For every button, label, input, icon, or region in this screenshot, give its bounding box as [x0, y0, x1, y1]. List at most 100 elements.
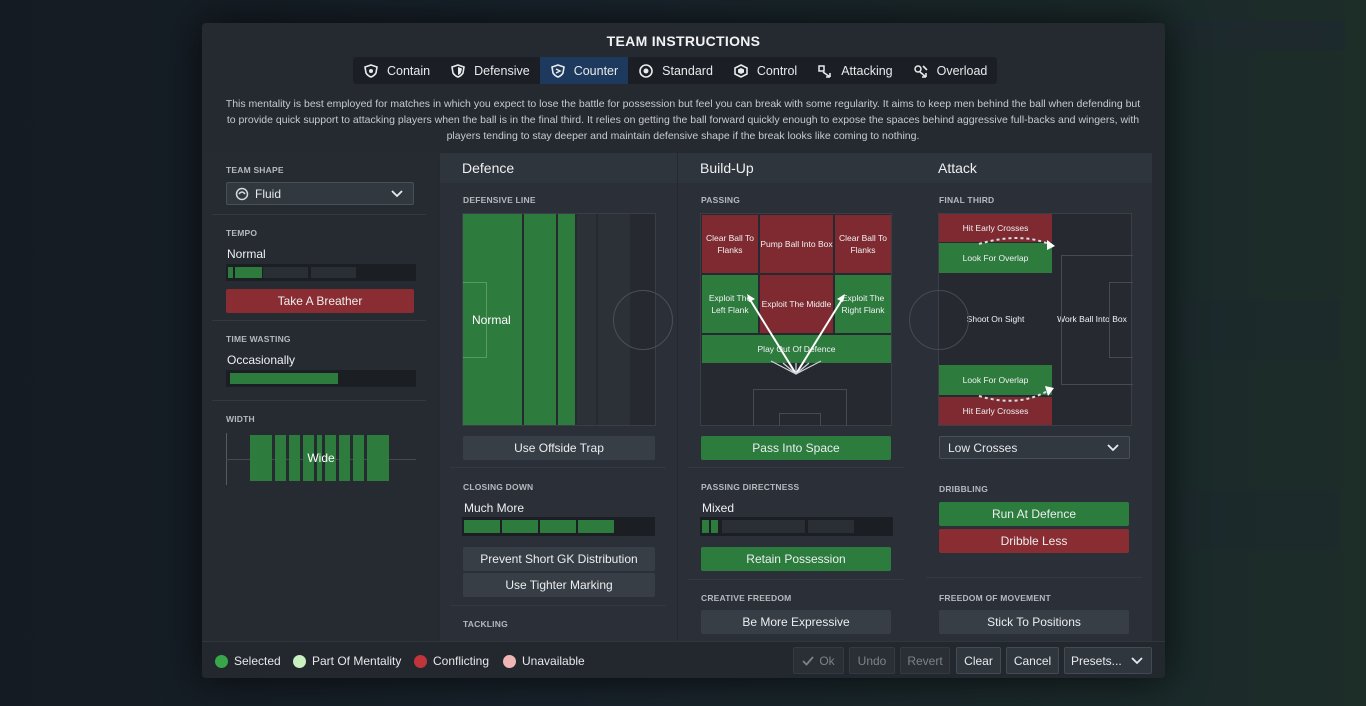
dribbling-label: DRIBBLING: [939, 484, 989, 494]
part-of-mentality-dot-icon: [293, 654, 306, 668]
control-icon: [734, 63, 748, 78]
tab-label: Contain: [387, 63, 431, 78]
instructions-columns: TEAM SHAPE Fluid TEMPO Normal Take A Bre…: [202, 153, 1152, 641]
closing-down-label: CLOSING DOWN: [463, 482, 534, 492]
time-wasting-label: TIME WASTING: [226, 334, 291, 344]
overlap-arrows: [978, 237, 1055, 402]
dialog-title: TEAM INSTRUCTIONS: [606, 33, 761, 49]
defence-column: Defence DEFENSIVE LINE Normal Use Offsid…: [440, 153, 677, 641]
revert-button[interactable]: Revert: [900, 647, 950, 674]
tab-counter[interactable]: Counter: [539, 57, 629, 84]
use-tighter-marking-button[interactable]: Use Tighter Marking: [463, 573, 655, 597]
tab-overload[interactable]: Overload: [903, 57, 998, 84]
tab-label: Control: [756, 63, 798, 78]
overload-icon: [913, 64, 928, 78]
exploit-left-flank-cell[interactable]: Exploit The Left Flank: [702, 275, 758, 333]
passing-pitch: Clear Ball To Flanks Pump Ball Into Box …: [700, 213, 892, 426]
clear-ball-right-cell[interactable]: Clear Ball To Flanks: [835, 215, 891, 273]
tempo-slider[interactable]: [226, 264, 416, 281]
passing-directness-value: Mixed: [702, 501, 735, 515]
mentality-tabs: Contain Defensive Counter Standard Contr…: [353, 57, 998, 84]
tab-defensive[interactable]: Defensive: [440, 57, 540, 84]
run-at-defence-button[interactable]: Run At Defence: [939, 502, 1129, 526]
team-shape-label: TEAM SHAPE: [226, 165, 284, 175]
team-shape-dropdown[interactable]: Fluid: [226, 182, 414, 205]
tab-control[interactable]: Control: [723, 57, 807, 84]
exploit-middle-cell[interactable]: Exploit The Middle: [760, 275, 833, 333]
attacking-icon: [818, 64, 832, 78]
hit-early-crosses-top-cell[interactable]: Hit Early Crosses: [939, 214, 1052, 242]
contain-shield-icon: [364, 63, 378, 78]
divider: [212, 214, 426, 215]
presets-button[interactable]: Presets...: [1064, 647, 1152, 674]
tab-standard[interactable]: Standard: [628, 57, 723, 84]
tab-contain[interactable]: Contain: [353, 57, 440, 84]
final-third-label: FINAL THIRD: [939, 195, 995, 205]
defensive-line-label: DEFENSIVE LINE: [463, 195, 536, 205]
divider: [450, 467, 666, 468]
team-shape-value: Fluid: [255, 186, 282, 201]
tempo-value: Normal: [227, 247, 266, 261]
time-wasting-fill: [230, 373, 338, 384]
pump-ball-into-box-cell[interactable]: Pump Ball Into Box: [760, 215, 833, 273]
legend-unavailable: Unavailable: [503, 654, 585, 668]
passing-directness-slider[interactable]: [700, 517, 893, 536]
shoot-on-sight-cell[interactable]: Shoot On Sight: [966, 314, 1025, 324]
undo-button[interactable]: Undo: [849, 647, 895, 674]
ok-button[interactable]: Ok: [793, 647, 844, 674]
exploit-right-flank-cell[interactable]: Exploit The Right Flank: [835, 275, 891, 333]
mentality-description: This mentality is best employed for matc…: [225, 98, 1141, 142]
width-value: Wide: [307, 451, 335, 465]
prevent-short-gk-distribution-button[interactable]: Prevent Short GK Distribution: [463, 547, 655, 571]
look-for-overlap-top-cell[interactable]: Look For Overlap: [939, 243, 1052, 273]
width-slider[interactable]: Wide: [226, 433, 416, 485]
time-wasting-slider[interactable]: [226, 370, 416, 387]
unavailable-dot-icon: [503, 654, 516, 668]
look-for-overlap-bottom-cell[interactable]: Look For Overlap: [939, 365, 1052, 395]
be-more-expressive-button[interactable]: Be More Expressive: [701, 610, 891, 634]
legend-selected: Selected: [215, 654, 281, 668]
closing-down-value: Much More: [464, 501, 525, 515]
dribble-less-button[interactable]: Dribble Less: [939, 529, 1129, 553]
tab-label: Attacking: [841, 63, 893, 78]
clear-button[interactable]: Clear: [956, 647, 1001, 674]
defensive-line-pitch[interactable]: Normal: [462, 213, 673, 426]
passing-directness-label: PASSING DIRECTNESS: [701, 482, 800, 492]
passing-directness-fill: [702, 520, 720, 533]
divider: [212, 400, 426, 401]
divider: [688, 579, 904, 580]
closing-down-slider[interactable]: [462, 517, 655, 536]
pass-into-space-button[interactable]: Pass Into Space: [701, 436, 891, 460]
dialog-footer: Selected Part Of Mentality Conflicting U…: [202, 641, 1165, 678]
tempo-segment: [311, 267, 356, 278]
buildup-heading: Build-Up: [700, 160, 754, 176]
passing-arrows: [747, 294, 845, 375]
chevron-down-icon: [1131, 657, 1143, 665]
legend-part-of-mentality: Part Of Mentality: [293, 654, 401, 668]
selected-dot-icon: [215, 654, 228, 668]
crossing-dropdown[interactable]: Low Crosses: [939, 436, 1130, 459]
tempo-fill: [235, 267, 262, 278]
cancel-button[interactable]: Cancel: [1006, 647, 1059, 674]
divider: [688, 467, 904, 468]
defence-heading: Defence: [440, 153, 677, 183]
play-out-of-defence-cell[interactable]: Play Out Of Defence: [702, 335, 891, 363]
conflicting-dot-icon: [414, 654, 427, 668]
clear-ball-left-cell[interactable]: Clear Ball To Flanks: [702, 215, 758, 273]
take-a-breather-button[interactable]: Take A Breather: [226, 289, 414, 313]
counter-icon: [550, 63, 565, 78]
tab-attacking[interactable]: Attacking: [807, 57, 902, 84]
hit-early-crosses-bottom-cell[interactable]: Hit Early Crosses: [939, 397, 1052, 425]
crossing-value: Low Crosses: [948, 440, 1018, 455]
tempo-label: TEMPO: [226, 228, 258, 238]
tempo-segment: [263, 267, 308, 278]
width-label: WIDTH: [226, 414, 255, 424]
work-ball-into-box-cell[interactable]: Work Ball Into Box: [1057, 314, 1127, 324]
use-offside-trap-button[interactable]: Use Offside Trap: [463, 436, 655, 460]
divider: [450, 605, 666, 606]
defensive-line-value: Normal: [472, 313, 511, 327]
retain-possession-button[interactable]: Retain Possession: [701, 547, 891, 571]
stick-to-positions-button[interactable]: Stick To Positions: [939, 610, 1129, 634]
tempo-segment: [228, 267, 233, 278]
creative-freedom-label: CREATIVE FREEDOM: [701, 593, 792, 603]
